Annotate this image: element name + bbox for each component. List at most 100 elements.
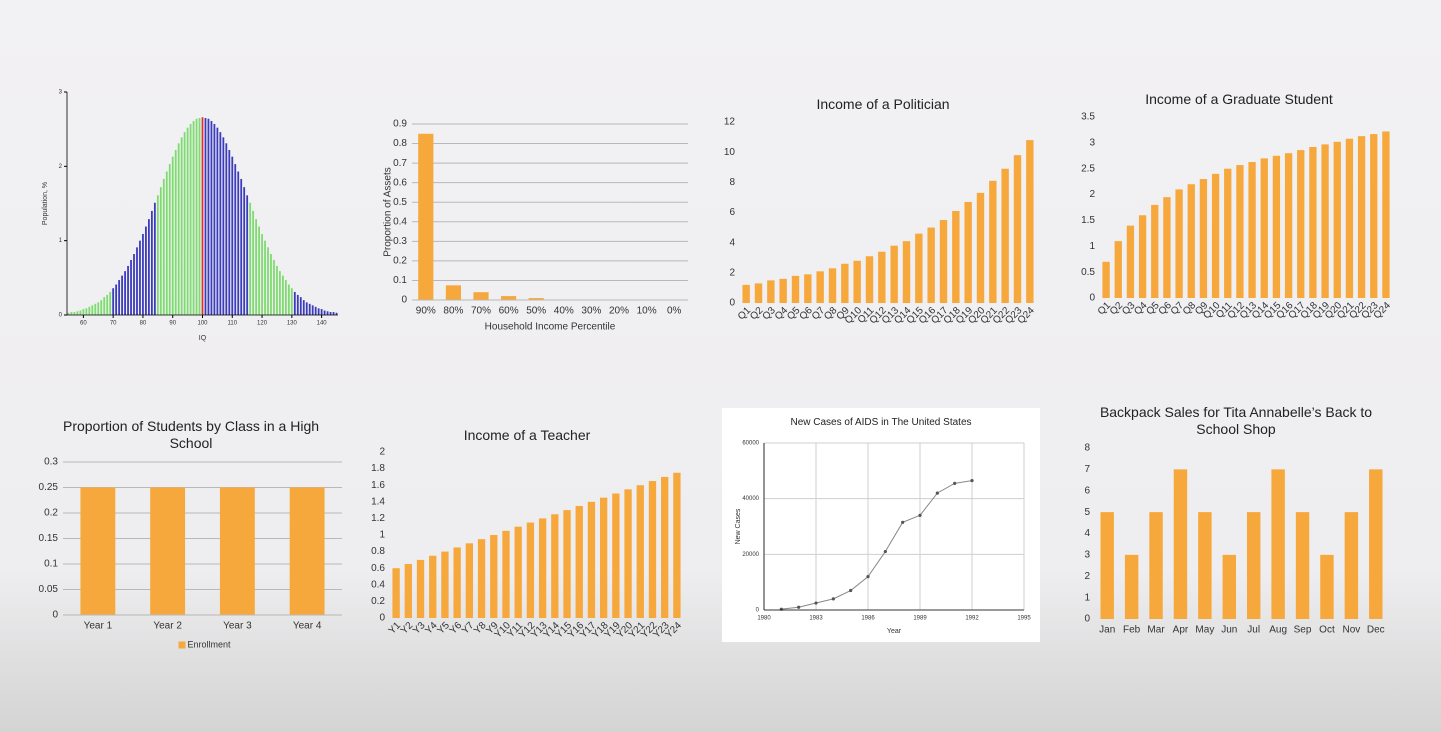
bar — [207, 118, 210, 315]
bar — [636, 485, 644, 618]
bar — [1260, 158, 1268, 298]
bar — [219, 487, 255, 615]
bar — [528, 298, 544, 300]
bar — [219, 132, 222, 315]
legend-swatch — [178, 641, 186, 649]
y-tick-label: 0.3 — [393, 236, 407, 247]
point — [935, 491, 939, 495]
bar — [249, 202, 252, 315]
bar — [673, 472, 681, 618]
legend-label: Enrollment — [188, 639, 232, 649]
bar — [1357, 136, 1366, 298]
bar — [791, 275, 800, 303]
bar — [305, 302, 308, 315]
bar — [1102, 261, 1110, 298]
bar — [828, 268, 837, 303]
bar — [222, 137, 225, 315]
y-tick-label: 4 — [729, 237, 735, 248]
y-tick-label: 0.1 — [44, 559, 58, 570]
bar — [754, 283, 763, 303]
x-tick-label: 70% — [471, 306, 491, 317]
bar — [599, 497, 608, 618]
bar — [296, 294, 299, 315]
bar — [563, 510, 571, 618]
bar — [429, 555, 437, 618]
x-tick-label: 20% — [609, 306, 629, 317]
bar — [1187, 184, 1195, 298]
bar — [180, 137, 183, 315]
bar — [171, 156, 174, 315]
x-tick-label: 1986 — [861, 616, 875, 622]
y-tick-label: 0.6 — [371, 563, 385, 574]
y-tick-label: 1 — [1089, 241, 1095, 252]
bar — [1333, 141, 1341, 298]
bar — [915, 233, 923, 303]
bar — [118, 280, 121, 315]
bar — [1345, 138, 1354, 298]
y-tick-label: 0.3 — [44, 457, 58, 468]
bar — [213, 123, 216, 315]
y-tick-label: 0.5 — [393, 197, 407, 208]
chart-title: Income of a Politician — [816, 96, 950, 112]
y-tick-label: 0 — [379, 613, 385, 624]
bar — [1124, 554, 1139, 619]
x-tick-label: Oct — [1319, 625, 1335, 636]
y-tick-label: 0.25 — [39, 482, 59, 493]
bar — [1149, 512, 1163, 619]
bar — [976, 192, 985, 303]
y-tick-label: 0.5 — [1081, 267, 1095, 278]
bar — [255, 219, 257, 315]
y-tick-label: 1.2 — [371, 513, 385, 524]
bar — [841, 263, 849, 303]
x-tick-label: 1989 — [913, 616, 927, 622]
bar — [150, 487, 186, 615]
x-tick-label: 0% — [667, 306, 682, 317]
y-tick-label: 0 — [1089, 293, 1095, 304]
y-tick-label: 0 — [1084, 614, 1090, 625]
bar — [289, 487, 325, 615]
bar — [127, 265, 129, 315]
bar — [80, 487, 116, 615]
bar — [264, 240, 266, 315]
x-tick-label: 80% — [443, 306, 463, 317]
bar — [1236, 165, 1244, 298]
chart-title: Proportion of Students by Class in a Hig… — [62, 418, 320, 451]
x-tick-label: 1992 — [965, 616, 979, 622]
y-tick-label: 0.4 — [371, 579, 385, 590]
y-axis-label: New Cases — [735, 508, 742, 544]
bar — [1126, 225, 1135, 298]
bar — [445, 285, 461, 300]
y-tick-label: 0.9 — [393, 119, 407, 130]
point — [901, 520, 905, 524]
chart-title: Income of a Graduate Student — [1145, 91, 1333, 107]
bar — [270, 254, 272, 315]
point — [883, 549, 887, 554]
bar — [465, 543, 474, 618]
bar — [156, 195, 159, 315]
chart-title: Backpack Sales for Tita Annabelle’s Back… — [1099, 404, 1373, 437]
bar — [392, 568, 400, 618]
bar — [1320, 554, 1334, 619]
bar — [201, 117, 204, 315]
point — [866, 575, 870, 579]
bar — [240, 178, 243, 315]
bar — [139, 240, 141, 315]
bar — [276, 265, 278, 315]
y-tick-label: 3 — [1084, 550, 1090, 561]
y-tick-label: 5 — [1084, 507, 1090, 518]
x-tick-label: Year 4 — [293, 621, 322, 632]
x-tick-label: 90% — [416, 306, 436, 317]
bar — [939, 220, 948, 303]
bar — [661, 476, 669, 618]
bar — [91, 305, 94, 315]
bar — [1246, 512, 1261, 619]
bar — [243, 187, 246, 315]
x-tick-label: 100 — [197, 321, 208, 327]
bar — [1321, 144, 1329, 298]
x-tick-label: 80 — [140, 321, 147, 327]
bar — [284, 280, 287, 315]
bar — [1272, 155, 1281, 298]
bar — [1163, 197, 1171, 298]
x-tick-label: Apr — [1173, 625, 1189, 636]
y-tick-label: 0.4 — [393, 216, 407, 227]
